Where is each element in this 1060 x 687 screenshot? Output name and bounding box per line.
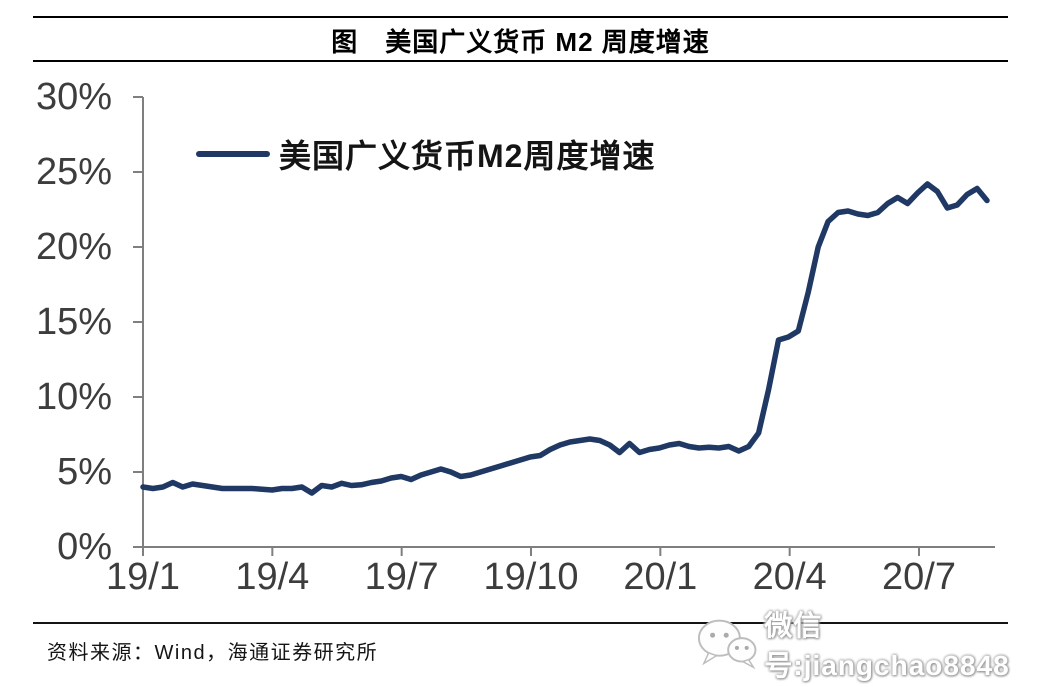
chart-title: 图 美国广义货币 M2 周度增速: [331, 27, 710, 57]
x-axis-label: 20/1: [623, 556, 698, 598]
watermark: 微信号:jiangchao8848: [696, 604, 1060, 684]
x-axis-label: 19/4: [235, 556, 310, 598]
source-text: 资料来源：Wind，海通证券研究所: [47, 642, 379, 664]
footer-rule: [33, 622, 1008, 624]
y-axis-label: 15%: [35, 301, 112, 343]
watermark-text: 微信号:jiangchao8848: [764, 610, 1010, 681]
wechat-icon: [697, 619, 757, 670]
x-axis-label: 20/4: [752, 556, 827, 598]
m2-growth-line: [140, 181, 990, 496]
title-rule-bottom: [33, 60, 1008, 62]
x-axis-label: 19/1: [106, 556, 180, 598]
chart-legend: 美国广义货币M2周度增速: [196, 131, 655, 177]
y-axis-label: 10%: [35, 376, 112, 418]
legend-line-swatch: [196, 151, 270, 157]
title-rule-top: [33, 16, 1008, 18]
y-axis-label: 0%: [57, 526, 112, 568]
y-axis-label: 25%: [35, 151, 112, 193]
x-axis-label: 20/7: [882, 556, 956, 598]
axis-lines: [142, 97, 995, 548]
x-axis-label: 19/7: [364, 556, 439, 598]
x-axis-label: 19/10: [483, 556, 579, 598]
y-axis-label: 20%: [35, 226, 112, 268]
y-axis-label: 30%: [35, 76, 112, 118]
y-axis-label: 5%: [57, 451, 112, 493]
legend-label: 美国广义货币M2周度增速: [279, 138, 656, 174]
